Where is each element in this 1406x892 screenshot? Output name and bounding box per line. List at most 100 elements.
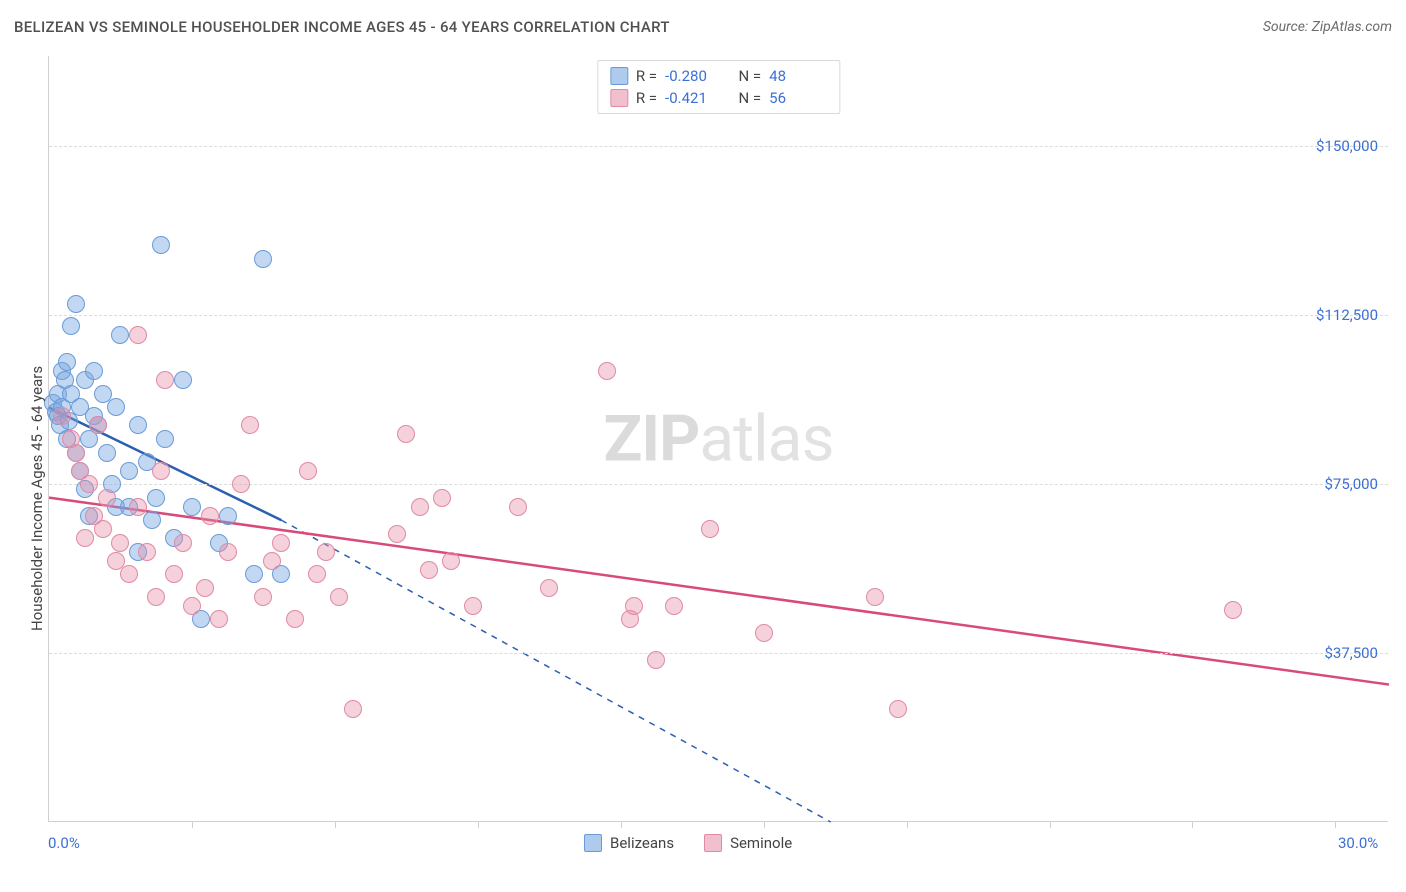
y-axis-label: Householder Income Ages 45 - 64 years [28, 365, 46, 630]
x-tick [1335, 821, 1336, 828]
chart-title: BELIZEAN VS SEMINOLE HOUSEHOLDER INCOME … [14, 18, 670, 36]
x-tick [335, 821, 336, 828]
scatter-point [299, 462, 317, 480]
scatter-point [147, 489, 165, 507]
series-legend: Belizeans Seminole [584, 834, 792, 852]
scatter-point [183, 597, 201, 615]
scatter-point [152, 462, 170, 480]
scatter-point [442, 552, 460, 570]
scatter-point [464, 597, 482, 615]
x-tick [192, 821, 193, 828]
scatter-point [755, 624, 773, 642]
scatter-point [411, 498, 429, 516]
r-label: R = [636, 87, 657, 109]
r-value: -0.421 [665, 87, 723, 109]
chart-header: BELIZEAN VS SEMINOLE HOUSEHOLDER INCOME … [14, 18, 1392, 36]
gridline [49, 653, 1388, 654]
scatter-point [120, 462, 138, 480]
scatter-point [701, 520, 719, 538]
watermark: ZIPatlas [604, 401, 834, 476]
y-tick-label: $150,000 [1316, 137, 1378, 155]
scatter-point [129, 498, 147, 516]
legend-item: Belizeans [584, 834, 674, 852]
x-tick [907, 821, 908, 828]
scatter-point [152, 236, 170, 254]
x-tick [764, 821, 765, 828]
x-tick [1192, 821, 1193, 828]
scatter-point [540, 579, 558, 597]
scatter-point [201, 507, 219, 525]
scatter-point [665, 597, 683, 615]
scatter-point [625, 597, 643, 615]
scatter-point [111, 534, 129, 552]
scatter-point [388, 525, 406, 543]
scatter-point [308, 565, 326, 583]
legend-label: Seminole [730, 834, 792, 852]
scatter-point [165, 565, 183, 583]
scatter-point [94, 520, 112, 538]
legend-label: Belizeans [610, 834, 674, 852]
legend-stat-row: R = -0.280 N = 48 [610, 65, 827, 87]
scatter-point [317, 543, 335, 561]
scatter-point [80, 475, 98, 493]
n-label: N = [731, 65, 761, 87]
x-tick [621, 821, 622, 828]
scatter-point [598, 362, 616, 380]
scatter-point [196, 579, 214, 597]
scatter-point [509, 498, 527, 516]
scatter-point [174, 371, 192, 389]
n-value: 56 [769, 87, 827, 109]
scatter-point [58, 353, 76, 371]
scatter-point [254, 588, 272, 606]
scatter-point [433, 489, 451, 507]
legend-swatch [610, 89, 628, 107]
gridline [49, 146, 1388, 147]
r-value: -0.280 [665, 65, 723, 87]
y-tick-label: $112,500 [1316, 306, 1378, 324]
correlation-legend: R = -0.280 N = 48R = -0.421 N = 56 [597, 60, 840, 114]
scatter-point [254, 250, 272, 268]
scatter-point [272, 534, 290, 552]
trend-line [49, 498, 1389, 685]
scatter-point [647, 651, 665, 669]
scatter-point [143, 511, 161, 529]
scatter-point [85, 362, 103, 380]
legend-item: Seminole [704, 834, 792, 852]
scatter-point [232, 475, 250, 493]
scatter-point [241, 416, 259, 434]
scatter-point [174, 534, 192, 552]
scatter-point [330, 588, 348, 606]
scatter-point [76, 529, 94, 547]
r-label: R = [636, 65, 657, 87]
scatter-point [138, 543, 156, 561]
scatter-point [219, 507, 237, 525]
scatter-point [107, 398, 125, 416]
x-tick [1050, 821, 1051, 828]
scatter-point [89, 416, 107, 434]
scatter-point [183, 498, 201, 516]
scatter-point [420, 561, 438, 579]
scatter-point [98, 489, 116, 507]
scatter-point [397, 425, 415, 443]
legend-swatch [610, 67, 628, 85]
scatter-point [129, 416, 147, 434]
scatter-point [62, 317, 80, 335]
legend-swatch [584, 834, 602, 852]
scatter-point [866, 588, 884, 606]
scatter-point [286, 610, 304, 628]
y-tick-label: $37,500 [1324, 644, 1378, 662]
gridline [49, 315, 1388, 316]
scatter-point [210, 610, 228, 628]
scatter-point [111, 326, 129, 344]
legend-swatch [704, 834, 722, 852]
legend-stat-row: R = -0.421 N = 56 [610, 87, 827, 109]
scatter-point [245, 565, 263, 583]
trend-line-extrapolated [281, 520, 830, 822]
scatter-point [1224, 601, 1242, 619]
scatter-point [156, 430, 174, 448]
n-value: 48 [769, 65, 827, 87]
chart-plot-area: ZIPatlas R = -0.280 N = 48R = -0.421 N =… [48, 56, 1388, 822]
scatter-point [53, 407, 71, 425]
scatter-point [219, 543, 237, 561]
scatter-point [147, 588, 165, 606]
